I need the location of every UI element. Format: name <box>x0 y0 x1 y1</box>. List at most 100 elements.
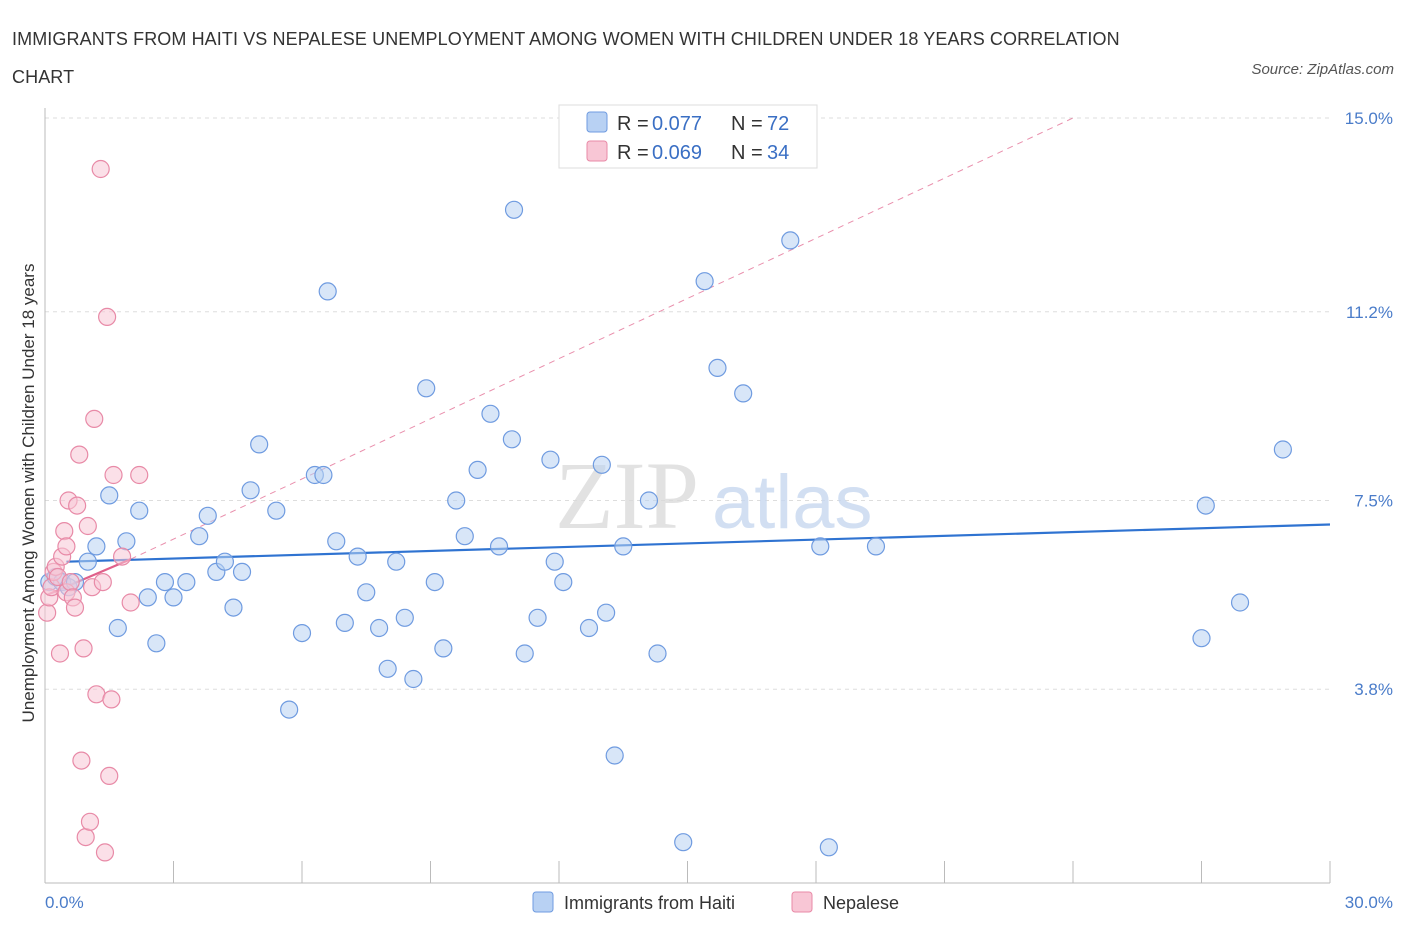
bottom-legend-label-haiti: Immigrants from Haiti <box>564 893 735 913</box>
haiti-point <box>250 435 269 454</box>
legend-n-label-haiti: N = <box>731 113 763 135</box>
haiti-point <box>541 450 560 469</box>
haiti-point <box>224 598 243 617</box>
legend-r-value-nepal: 0.069 <box>652 142 702 164</box>
nepal-point <box>93 572 112 592</box>
nepal-point <box>68 496 87 515</box>
haiti-point <box>78 552 97 571</box>
haiti-point <box>1230 593 1250 612</box>
haiti-point <box>190 527 209 546</box>
watermark-zip: ZIP <box>555 442 699 549</box>
haiti-point <box>280 700 299 719</box>
legend-n-value-nepal: 34 <box>767 142 789 164</box>
haiti-point <box>348 547 367 566</box>
haiti-point <box>327 532 346 551</box>
haiti-point <box>708 358 727 377</box>
nepal-point <box>61 572 80 592</box>
nepal-point <box>74 639 93 658</box>
nepal-point <box>70 445 89 464</box>
legend-n-label-nepal: N = <box>731 142 763 164</box>
haiti-point <box>447 491 466 510</box>
haiti-point <box>489 537 509 556</box>
haiti-point <box>781 231 800 250</box>
haiti-point <box>605 746 624 765</box>
legend-swatch-nepal <box>586 140 608 162</box>
x-tick-label-0: 0.0% <box>45 893 84 912</box>
bottom-legend: Immigrants from Haiti Nepalese <box>532 891 899 913</box>
haiti-point <box>597 603 616 622</box>
legend-r-label-nepal: R = <box>617 142 649 164</box>
haiti-point <box>455 527 474 546</box>
nepal-point <box>80 812 100 831</box>
nepal-point <box>121 593 140 612</box>
haiti-point <box>468 460 487 479</box>
nepal-point <box>38 603 57 622</box>
haiti-point <box>100 486 119 505</box>
haiti-point <box>1196 496 1215 515</box>
bottom-legend-swatch-nepal <box>791 891 813 913</box>
haiti-point <box>639 491 659 510</box>
haiti-point <box>592 455 611 474</box>
watermark: ZIP atlas <box>555 442 873 549</box>
haiti-point <box>87 537 106 556</box>
haiti-point <box>545 552 564 571</box>
x-tick-labels: 0.0% 30.0% <box>45 893 1393 912</box>
nepal-point <box>112 547 132 566</box>
haiti-point <box>417 379 436 398</box>
nepal-point <box>65 598 85 617</box>
haiti-point <box>554 572 573 592</box>
nepal-point <box>104 465 123 485</box>
nepal-trend-extension <box>130 117 1074 560</box>
haiti-point <box>198 506 217 525</box>
x-tick-label-1: 30.0% <box>1345 893 1393 912</box>
nepal-point <box>55 521 74 541</box>
haiti-point <box>504 200 524 219</box>
nepal-point <box>76 827 95 847</box>
haiti-point <box>387 552 406 571</box>
y-axis-label: Unemployment Among Women with Children U… <box>19 264 38 723</box>
haiti-point <box>147 634 166 653</box>
haiti-trend-line <box>66 523 1331 563</box>
haiti-point <box>528 608 547 627</box>
haiti-point <box>138 588 157 607</box>
haiti-point <box>314 465 333 485</box>
y-tick-label-0: 3.8% <box>1354 680 1393 699</box>
haiti-point <box>819 838 838 857</box>
watermark-atlas: atlas <box>712 460 873 545</box>
y-tick-label-2: 11.2% <box>1346 303 1393 322</box>
haiti-point <box>164 588 183 607</box>
legend-n-value-haiti: 72 <box>767 113 789 135</box>
haiti-point <box>335 613 354 633</box>
y-tick-labels: 3.8% 7.5% 11.2% 15.0% <box>1345 109 1393 699</box>
legend-r-label-haiti: R = <box>617 113 649 135</box>
haiti-point <box>674 833 693 852</box>
series-nepal-points <box>38 159 149 862</box>
nepal-point <box>100 766 119 786</box>
nepal-point <box>57 537 76 556</box>
nepal-point <box>91 159 110 179</box>
haiti-point <box>241 481 260 500</box>
bottom-legend-label-nepal: Nepalese <box>823 893 899 913</box>
haiti-point <box>425 572 444 592</box>
haiti-point <box>130 501 149 520</box>
haiti-point <box>515 644 534 663</box>
haiti-point <box>177 572 196 592</box>
haiti-point <box>811 537 830 556</box>
haiti-point <box>215 552 234 571</box>
haiti-point <box>395 608 414 627</box>
haiti-point <box>378 659 397 678</box>
axes <box>44 108 1331 884</box>
haiti-point <box>648 644 667 663</box>
haiti-point <box>734 384 753 403</box>
nepal-point <box>98 307 117 326</box>
haiti-point <box>1192 629 1211 648</box>
chart-title: IMMIGRANTS FROM HAITI VS NEPALESE UNEMPL… <box>12 29 1120 87</box>
haiti-point <box>232 562 252 582</box>
y-tick-label-1: 7.5% <box>1354 492 1393 511</box>
haiti-point <box>1273 440 1292 459</box>
haiti-point <box>155 572 175 592</box>
chart-source: Source: ZipAtlas.com <box>1251 61 1394 78</box>
haiti-point <box>404 669 423 689</box>
bottom-legend-swatch-haiti <box>532 891 554 913</box>
